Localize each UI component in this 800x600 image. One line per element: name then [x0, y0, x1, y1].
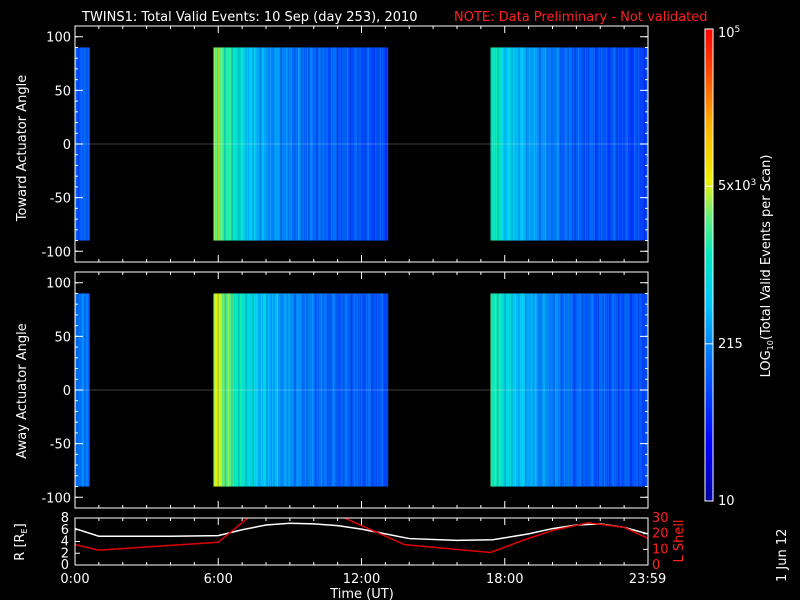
y-tick-label: 100 — [46, 31, 71, 46]
heatmap-texture — [490, 293, 648, 487]
y-tick-label: 0 — [63, 384, 71, 399]
heatmap-texture — [213, 293, 388, 487]
colorbar-tick-label: 105 — [718, 25, 740, 41]
time-tick-label: 0:00 — [60, 572, 89, 587]
colorbar-tick-label: 10 — [718, 494, 735, 509]
radius-ylabel: R [RE] — [13, 523, 29, 560]
lshell-tick-label: 20 — [652, 527, 669, 542]
colorbar-tick-label: 5x103 — [718, 178, 756, 194]
time-xlabel: Time (UT) — [329, 587, 394, 600]
lshell-line — [75, 518, 648, 554]
colorbar-ticks: 10 215 5x103 105 — [705, 25, 756, 509]
lshell-ylabel: L Shell — [672, 519, 687, 562]
radius-tick-label: 6 — [61, 523, 69, 538]
away-actuator-panel: -100 -50 0 50 100 — [41, 271, 649, 509]
toward-actuator-panel: -100 -50 0 50 100 — [41, 25, 649, 263]
radius-line — [75, 522, 648, 542]
radius-tick-label: 2 — [61, 546, 69, 561]
lshell-tick-label: 0 — [652, 558, 660, 573]
y-tick-label: 50 — [54, 84, 71, 99]
colorbar-label: LOG10(Total Valid Events per Scan) — [759, 155, 775, 378]
toward-ylabel: Toward Actuator Angle — [15, 75, 30, 222]
lshell-tick-label: 10 — [652, 542, 669, 557]
chart-title: TWINS1: Total Valid Events: 10 Sep (day … — [81, 10, 418, 25]
colorbar — [704, 28, 714, 502]
radius-tick-label: 4 — [61, 535, 69, 550]
time-tick-label: 18:00 — [486, 572, 523, 587]
y-tick-label: 50 — [54, 330, 71, 345]
y-tick-label: -100 — [41, 245, 71, 260]
date-stamp: 1 Jun 12 — [775, 529, 790, 582]
away-ylabel: Away Actuator Angle — [15, 323, 30, 458]
y-tick-label: -50 — [50, 438, 71, 453]
radius-tick-label: 0 — [61, 558, 69, 573]
y-tick-label: -100 — [41, 491, 71, 506]
time-tick-label: 12:00 — [343, 572, 380, 587]
y-tick-label: 0 — [63, 138, 71, 153]
time-tick-label: 6:00 — [204, 572, 233, 587]
heatmap-texture — [213, 47, 388, 241]
heatmap-texture — [490, 47, 648, 241]
radius-tick-label: 8 — [61, 511, 69, 526]
preliminary-note: NOTE: Data Preliminary - Not validated — [454, 10, 708, 25]
lshell-tick-label: 30 — [652, 511, 669, 526]
y-tick-label: -50 — [50, 192, 71, 207]
colorbar-tick-label: 215 — [718, 337, 743, 352]
y-tick-label: 100 — [46, 277, 71, 292]
time-tick-label: 23:59 — [629, 572, 666, 587]
